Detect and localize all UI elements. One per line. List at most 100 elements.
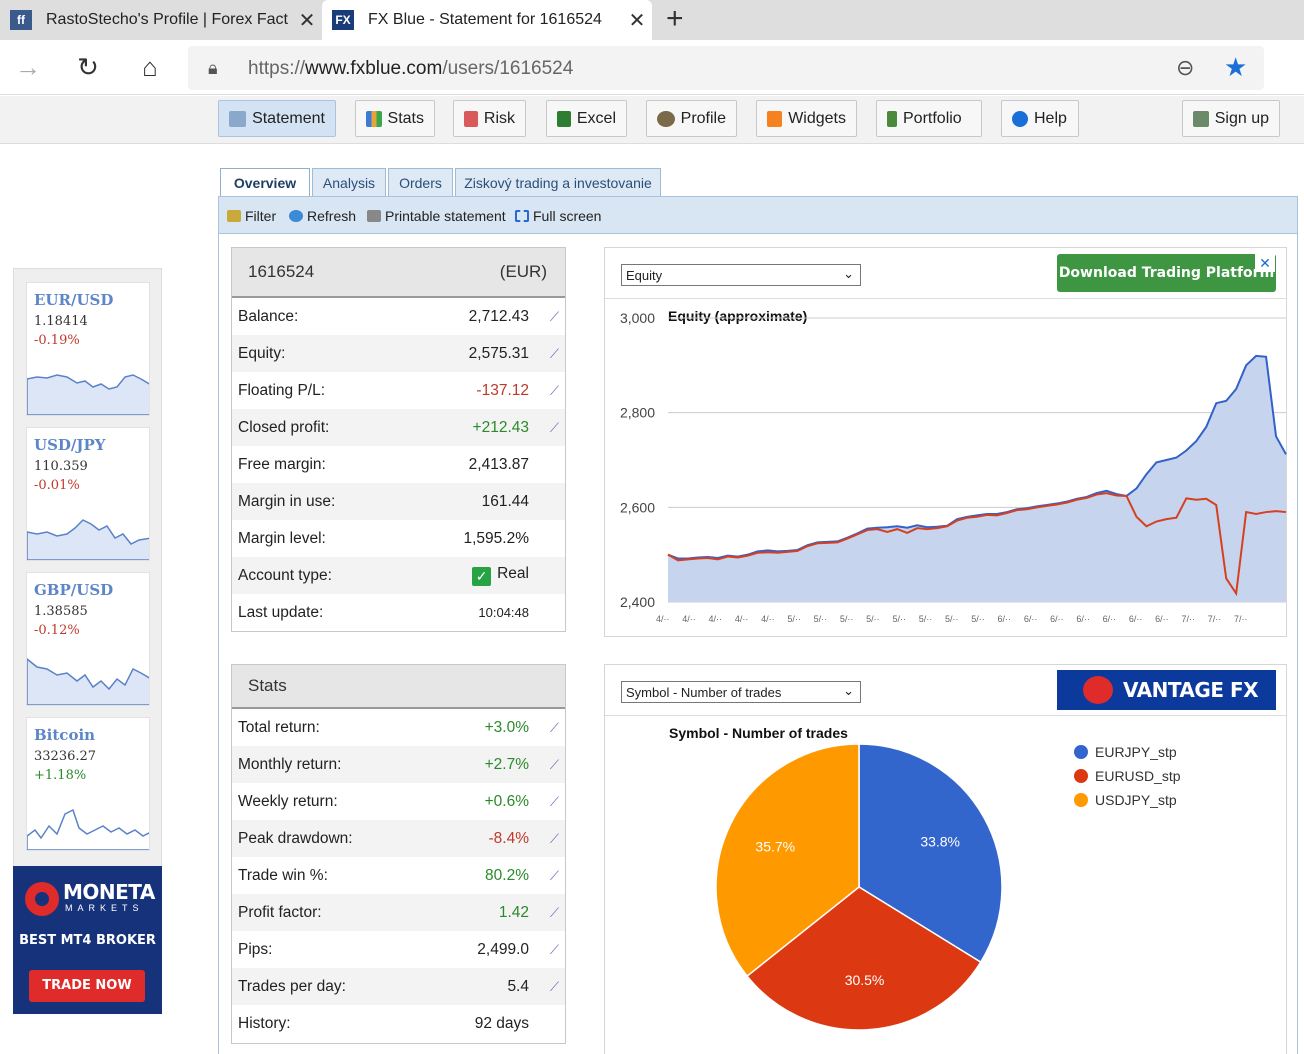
sparkline-chart-icon[interactable]: ⟋ <box>549 756 559 772</box>
sparkline-chart-icon[interactable]: ⟋ <box>549 719 559 735</box>
refresh-icon[interactable]: ↻ <box>77 52 99 82</box>
excel-button[interactable]: Excel <box>546 100 627 137</box>
sparkline-chart-icon[interactable]: ⟋ <box>549 308 559 324</box>
portfolio-button[interactable]: Portfolio <box>876 100 982 137</box>
close-ad-icon[interactable]: ✕ <box>1255 254 1275 272</box>
full-screen-link[interactable]: Full screen <box>515 208 601 224</box>
tab-title: RastoStecho's Profile | Forex Fact <box>46 11 288 28</box>
filter-label: Filter <box>245 208 277 224</box>
sparkline-chart-icon[interactable]: ⟋ <box>549 793 559 809</box>
account-type-text: Real <box>497 565 529 582</box>
portfolio-label: Portfolio <box>903 109 962 127</box>
sparkline-chart-icon[interactable]: ⟋ <box>549 419 559 435</box>
widgets-button[interactable]: Widgets <box>756 100 857 137</box>
fxblue-favicon-icon: FX <box>332 10 354 30</box>
ticker-usdjpy[interactable]: USD/JPY 110.359 -0.01% <box>26 427 150 561</box>
pie-slice-eurjpy_stp <box>858 743 1003 964</box>
sparkline-chart-icon[interactable]: ⟋ <box>549 345 559 361</box>
pie-type-select[interactable]: Symbol - Number of trades ⌄ <box>621 681 861 703</box>
signup-button[interactable]: Sign up <box>1182 100 1280 137</box>
risk-label: Risk <box>483 109 515 127</box>
tab-orders[interactable]: Orders <box>388 168 453 196</box>
stats-value: +0.6% <box>484 792 529 810</box>
rss-icon <box>767 110 783 127</box>
sparkline-chart-icon[interactable]: ⟋ <box>549 382 559 398</box>
account-label: Last update: <box>238 603 324 621</box>
chart-select-value: Equity <box>626 268 663 283</box>
browser-tab-bar: ff RastoStecho's Profile | Forex Fact ✕ … <box>0 0 1304 40</box>
filter-link[interactable]: Filter <box>227 208 276 224</box>
ticker-bitcoin[interactable]: Bitcoin 33236.27 +1.18% <box>26 717 150 851</box>
sparkline-chart-icon[interactable]: ⟋ <box>549 867 559 883</box>
new-tab-icon[interactable]: + <box>666 2 684 35</box>
statement-icon <box>229 110 247 127</box>
download-platform-ad[interactable]: Download Trading Platform <box>1057 254 1276 292</box>
stats-row: History: 92 days <box>232 1005 565 1042</box>
favorite-star-icon[interactable]: ★ <box>1224 52 1248 82</box>
account-id: 1616524 <box>248 262 315 281</box>
sparkline-chart-icon[interactable]: ⟋ <box>549 978 559 994</box>
account-label: Floating P/L: <box>238 381 326 399</box>
account-row: Last update: 10:04:48 <box>232 594 565 631</box>
statement-button[interactable]: Statement <box>218 100 336 137</box>
pie-slice-label: 35.7% <box>755 839 795 855</box>
ticker-gbpusd[interactable]: GBP/USD 1.38585 -0.12% <box>26 572 150 706</box>
ticker-eurusd[interactable]: EUR/USD 1.18414 -0.19% <box>26 282 150 416</box>
trade-now-button[interactable]: TRADE NOW <box>29 970 145 1002</box>
refresh-link[interactable]: Refresh <box>289 208 356 224</box>
moneta-logo-icon <box>25 882 59 916</box>
ad-brand: MONETA <box>63 880 155 904</box>
ticker-price: 1.38585 <box>34 604 88 619</box>
y-tick-label: 2,800 <box>620 405 655 421</box>
url-field[interactable]: 🔒︎ https://www.fxblue.com/users/1616524 … <box>188 46 1264 90</box>
stats-header: Stats <box>232 665 565 709</box>
x-tick-label: 5/·· <box>787 614 801 624</box>
close-tab-icon[interactable]: ✕ <box>628 9 646 32</box>
sparkline-chart-icon[interactable]: ⟋ <box>549 941 559 957</box>
account-value: 10:04:48 <box>478 605 529 620</box>
browser-tab-forexfactory[interactable]: ff RastoStecho's Profile | Forex Fact ✕ <box>0 0 322 40</box>
ticker-sidebar: EUR/USD 1.18414 -0.19% USD/JPY 110.359 -… <box>13 268 162 868</box>
chart-type-select[interactable]: Equity ⌄ <box>621 264 861 286</box>
url-path: /users/1616524 <box>442 58 574 79</box>
home-icon[interactable]: ⌂ <box>142 52 158 82</box>
close-tab-icon[interactable]: ✕ <box>298 9 316 32</box>
excel-icon <box>557 110 571 127</box>
tab-overview[interactable]: Overview <box>220 168 310 196</box>
profile-button[interactable]: Profile <box>646 100 737 137</box>
forward-icon[interactable]: → <box>15 52 41 82</box>
filter-icon <box>227 210 241 222</box>
divider <box>605 715 1286 716</box>
equity-area <box>668 355 1286 602</box>
x-tick-label: 4/·· <box>709 614 723 624</box>
stats-label: Stats <box>387 109 424 127</box>
sparkline-chart-icon[interactable]: ⟋ <box>549 904 559 920</box>
legend-label: EURUSD_stp <box>1095 768 1181 784</box>
account-value: -137.12 <box>476 381 529 399</box>
account-value: 2,575.31 <box>468 344 529 362</box>
risk-button[interactable]: Risk <box>453 100 526 137</box>
vantage-logo-icon <box>1083 676 1113 704</box>
tab-analysis[interactable]: Analysis <box>312 168 386 196</box>
stats-label: Trades per day: <box>238 977 346 995</box>
content-frame <box>218 234 1298 1054</box>
chevron-down-icon: ⌄ <box>843 266 854 281</box>
excel-label: Excel <box>576 109 616 127</box>
help-button[interactable]: Help <box>1001 100 1079 137</box>
stats-row: Trades per day: 5.4 ⟋ <box>232 968 565 1005</box>
stats-title: Stats <box>248 676 287 695</box>
ticker-symbol: Bitcoin <box>34 726 96 744</box>
stats-button[interactable]: Stats <box>355 100 435 137</box>
sparkline-chart-icon[interactable]: ⟋ <box>549 830 559 846</box>
profile-icon <box>657 110 675 127</box>
x-tick-label: 5/·· <box>840 614 854 624</box>
stats-label: Peak drawdown: <box>238 829 353 847</box>
moneta-markets-ad[interactable]: MONETA MARKETS BEST MT4 BROKER TRADE NOW <box>13 866 162 1014</box>
vantage-fx-ad[interactable]: VANTAGE FX <box>1057 670 1276 710</box>
stats-value: -8.4% <box>488 829 530 847</box>
zoom-icon[interactable]: ⊖ <box>1176 55 1195 80</box>
printable-statement-link[interactable]: Printable statement <box>367 208 506 224</box>
address-bar: → ↻ ⌂ 🔒︎ https://www.fxblue.com/users/16… <box>0 40 1304 120</box>
browser-tab-fxblue[interactable]: FX FX Blue - Statement for 1616524 ✕ <box>322 0 652 40</box>
tab-ziskovy-trading[interactable]: Ziskový trading a investovanie <box>455 168 661 196</box>
